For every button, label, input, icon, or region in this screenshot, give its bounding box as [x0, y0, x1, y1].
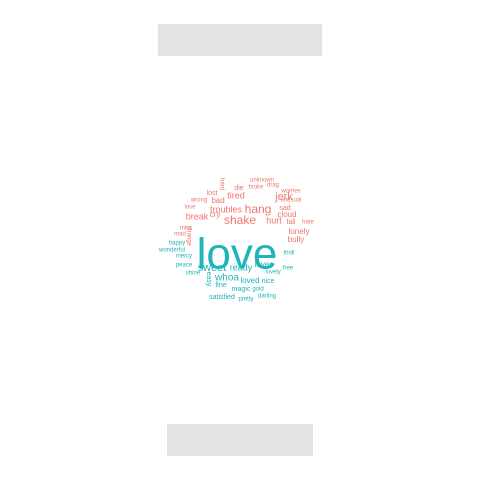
- word-loves: loves: [255, 260, 274, 269]
- word-unusual: unusual: [280, 198, 301, 204]
- word-drag: drag: [267, 183, 279, 189]
- word-hard: hard: [218, 178, 224, 190]
- word-tired: tired: [227, 190, 245, 200]
- word-whoa: whoa: [214, 273, 239, 284]
- word-unknown: unknown: [250, 178, 274, 184]
- word-lose: lose: [184, 205, 196, 211]
- word-mercy: mercy: [176, 254, 192, 260]
- word-sweet: sweet: [198, 262, 227, 274]
- word-shine: shine: [186, 271, 201, 277]
- word-lost: lost: [207, 190, 218, 197]
- word-worries: worries: [280, 189, 300, 195]
- word-ready: ready: [230, 262, 253, 272]
- word-wrong: wrong: [190, 198, 207, 204]
- word-peace: peace: [176, 263, 193, 269]
- word-magic: magic: [232, 286, 251, 293]
- word-troubles: troubles: [210, 204, 243, 214]
- word-cloud: cloud: [277, 210, 296, 219]
- word-jerk: jerk: [274, 191, 293, 203]
- word-satisfied: satisfied: [209, 294, 235, 301]
- word-darling: darling: [258, 294, 276, 300]
- word-hate: hate: [302, 220, 314, 226]
- negative-group-label: [158, 24, 322, 56]
- word-lonely: lonely: [289, 227, 310, 236]
- word-fall: fall: [287, 219, 296, 226]
- word-thrill: thrill: [283, 251, 294, 257]
- word-broke: broke: [248, 185, 264, 191]
- word-easy: easy: [205, 272, 212, 287]
- word-strange: strange: [185, 226, 191, 247]
- word-pretty: pretty: [238, 297, 253, 303]
- word-fine: fine: [215, 282, 226, 289]
- word-die: die: [234, 185, 243, 192]
- word-hang: hang: [245, 202, 272, 216]
- word-shake: shake: [224, 213, 256, 227]
- word-break: break: [186, 211, 209, 221]
- word-gold: gold: [252, 287, 263, 293]
- word-loved: loved: [240, 276, 259, 285]
- word-free: free: [283, 266, 294, 272]
- word-happy: happy: [169, 241, 185, 247]
- word-nice: nice: [262, 278, 275, 285]
- positive-group-label: [167, 424, 313, 456]
- word-sad: sad: [279, 205, 290, 212]
- word-love: love: [197, 230, 278, 279]
- word-wonderful: wonderful: [158, 248, 185, 254]
- word-bully: bully: [288, 235, 304, 244]
- word-hurt: hurt: [266, 215, 282, 225]
- word-lovely: lovely: [265, 270, 280, 276]
- word-mad: mad: [174, 232, 186, 238]
- word-cry: cry: [210, 210, 221, 219]
- word-bad: bad: [211, 196, 224, 205]
- word-miss: miss: [180, 226, 192, 232]
